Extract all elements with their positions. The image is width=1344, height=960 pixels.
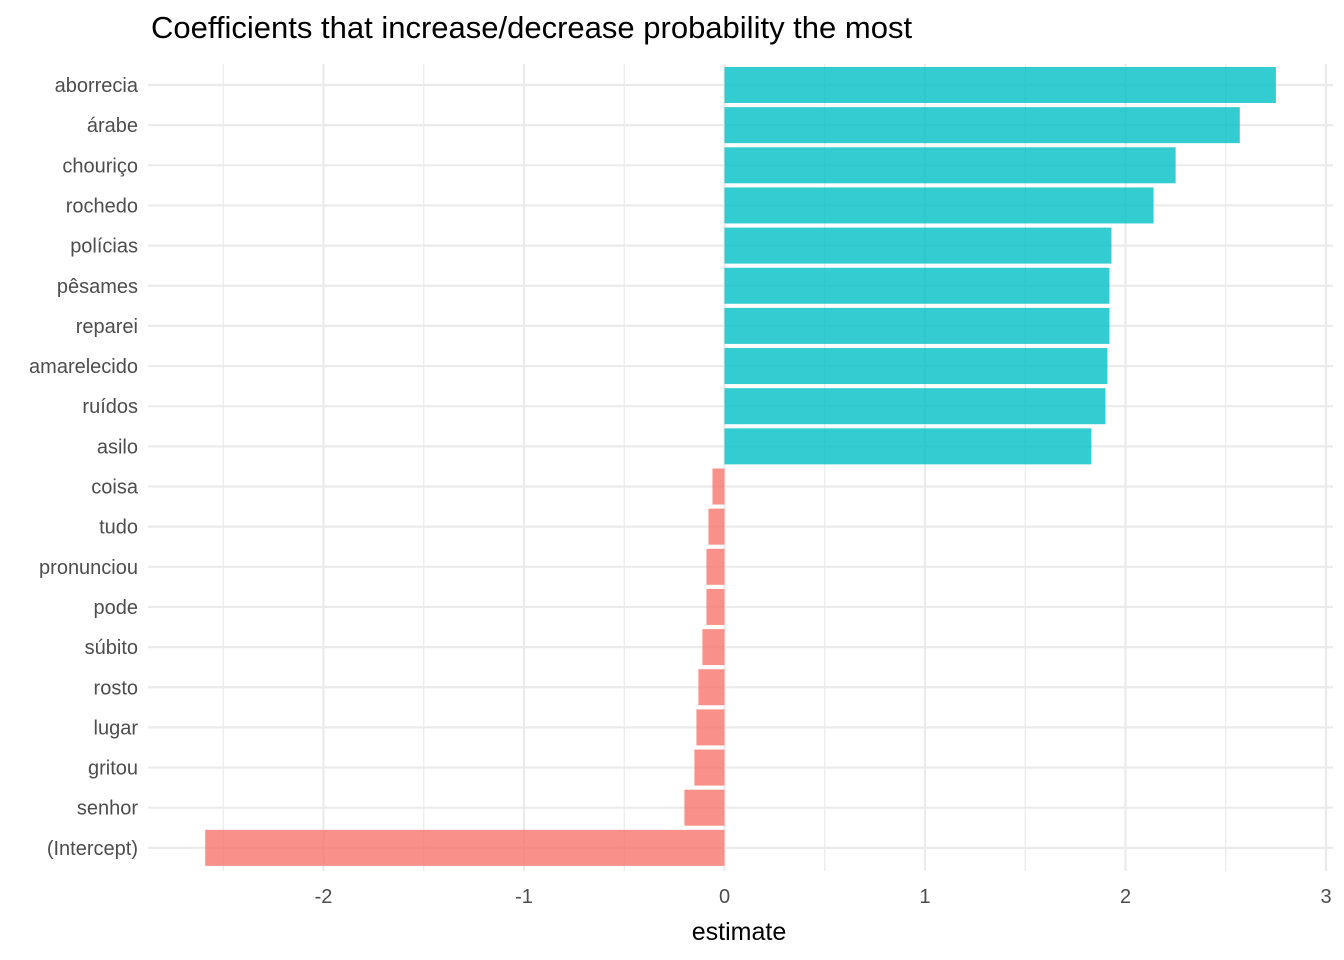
bar bbox=[724, 67, 1276, 103]
grid-layer bbox=[148, 64, 1333, 871]
category-label: pêsames bbox=[57, 276, 138, 298]
category-label: coisa bbox=[91, 477, 139, 499]
bar bbox=[696, 709, 725, 746]
category-label: reparei bbox=[76, 316, 138, 338]
category-label: amarelecido bbox=[29, 356, 138, 378]
category-label: asilo bbox=[97, 436, 138, 458]
bar bbox=[702, 629, 725, 666]
bar bbox=[724, 267, 1110, 304]
chart-title: Coefficients that increase/decrease prob… bbox=[151, 10, 913, 45]
bar bbox=[706, 588, 725, 625]
category-label: árabe bbox=[87, 115, 138, 137]
category-label: lugar bbox=[94, 717, 139, 739]
bar bbox=[724, 187, 1154, 224]
bar bbox=[708, 508, 725, 545]
category-label: aborrecia bbox=[55, 75, 139, 97]
bar bbox=[684, 789, 725, 826]
bar bbox=[698, 669, 725, 706]
bar bbox=[724, 388, 1106, 425]
category-label: tudo bbox=[99, 517, 138, 539]
bar bbox=[205, 829, 725, 866]
x-tick-label: 3 bbox=[1320, 886, 1331, 908]
bar-layer bbox=[205, 67, 1276, 866]
bar bbox=[724, 428, 1092, 465]
category-label: chouriço bbox=[62, 155, 138, 177]
bar bbox=[712, 468, 725, 505]
bar bbox=[694, 749, 725, 786]
category-label: pronunciou bbox=[39, 557, 138, 579]
category-label: ruídos bbox=[82, 396, 138, 418]
category-label: polícias bbox=[70, 236, 138, 258]
category-label: súbito bbox=[85, 637, 138, 659]
x-axis-title: estimate bbox=[692, 918, 786, 946]
category-labels: aborrecia árabe chouriço rochedo polícias pês… bbox=[29, 75, 139, 860]
category-label: rosto bbox=[94, 677, 138, 699]
bar bbox=[724, 348, 1108, 385]
bar bbox=[724, 227, 1112, 264]
bar bbox=[724, 307, 1110, 344]
category-label: gritou bbox=[88, 758, 138, 780]
bar bbox=[724, 107, 1240, 144]
bar bbox=[706, 548, 725, 585]
category-label: pode bbox=[94, 597, 139, 619]
category-label: rochedo bbox=[66, 195, 138, 217]
category-label: (Intercept) bbox=[47, 838, 138, 860]
x-tick-label: -1 bbox=[515, 886, 533, 908]
x-tick-label: 1 bbox=[919, 886, 930, 908]
x-tick-label: 0 bbox=[719, 886, 730, 908]
x-tick-label: -2 bbox=[315, 886, 333, 908]
category-label: senhor bbox=[77, 798, 138, 820]
x-tick-labels: -2 -1 0 1 2 3 bbox=[315, 886, 1332, 908]
x-tick-label: 2 bbox=[1120, 886, 1131, 908]
bar bbox=[724, 147, 1176, 184]
